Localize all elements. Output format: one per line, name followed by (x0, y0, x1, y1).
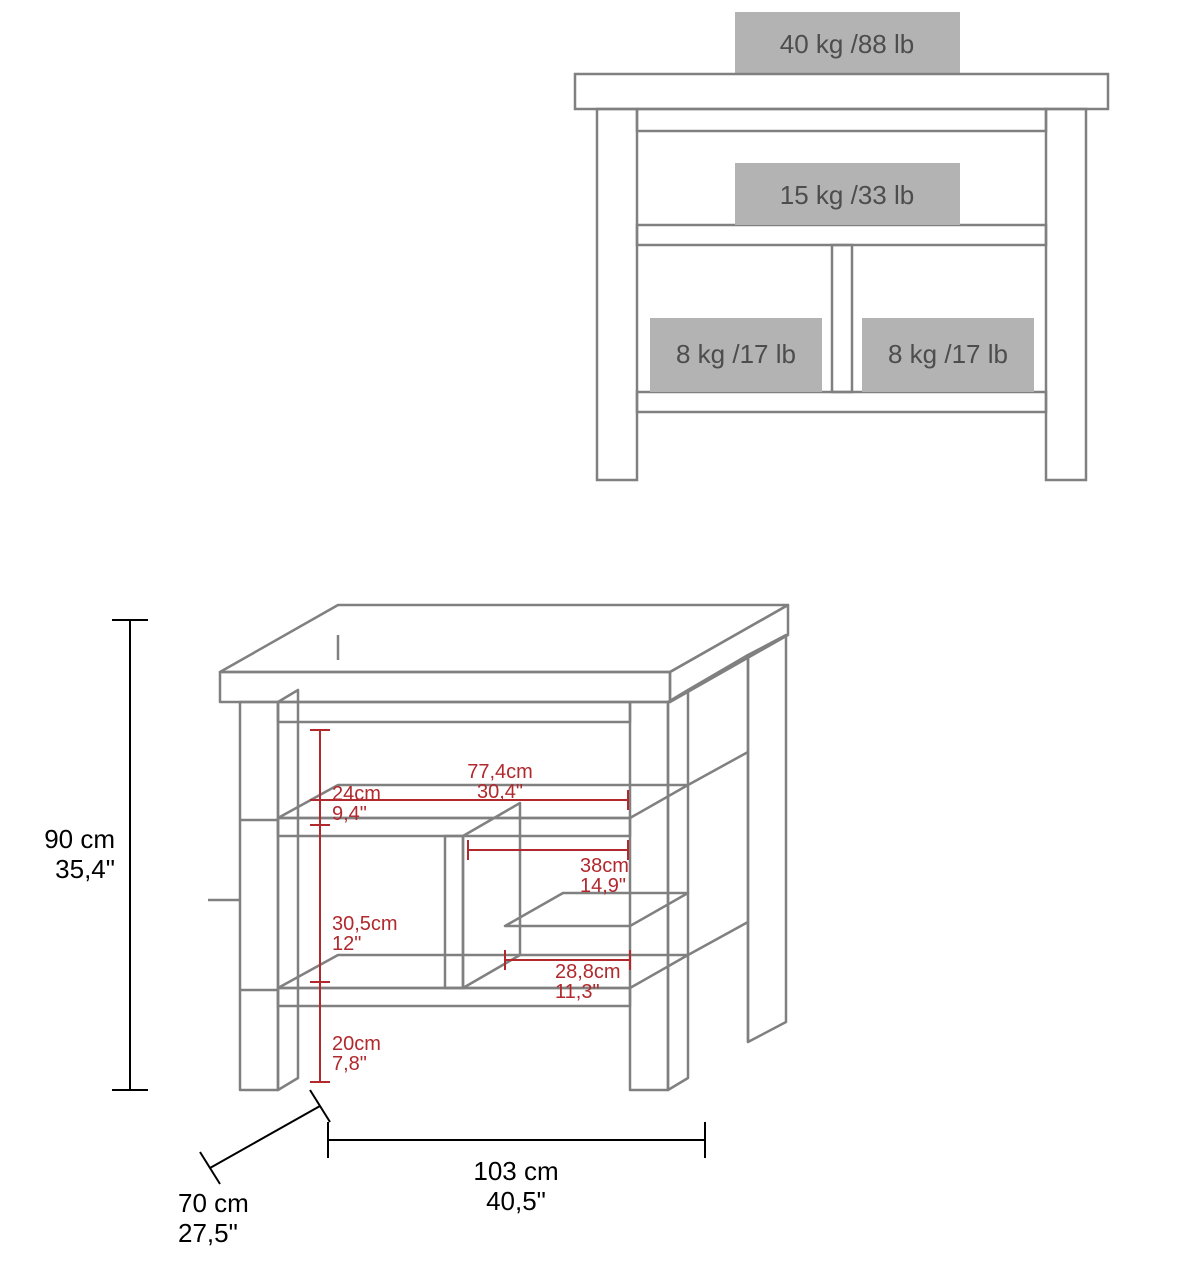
weight-label-top: 40 kg /88 lb (780, 29, 914, 59)
dim-height-in: 35,4" (55, 854, 115, 884)
dim-lower-h-in: 12" (332, 933, 361, 955)
dim-width-cm: 103 cm (473, 1156, 558, 1186)
isometric-view (208, 605, 788, 1090)
dim-lower-h-cm: 30,5cm (332, 913, 398, 935)
front-view: 40 kg /88 lb 15 kg /33 lb 8 kg /17 lb 8 … (575, 12, 1108, 480)
dim-leg-in: 7,8" (332, 1053, 367, 1075)
dim-cubby-w-in: 14,9" (580, 875, 626, 897)
dim-leg-cm: 20cm (332, 1033, 381, 1055)
dim-depth-cm: 70 cm (178, 1188, 249, 1218)
dim-shelf-w-in: 30,4" (477, 781, 523, 803)
weight-label-shelf: 15 kg /33 lb (780, 180, 914, 210)
weight-label-right: 8 kg /17 lb (888, 339, 1008, 369)
diagram-canvas: 40 kg /88 lb 15 kg /33 lb 8 kg /17 lb 8 … (0, 0, 1200, 1269)
weight-label-left: 8 kg /17 lb (676, 339, 796, 369)
dim-cubby-shelf-in: 11,3" (555, 981, 600, 1003)
dim-cubby-w-cm: 38cm (580, 855, 629, 877)
inner-dimensions: 77,4cm 30,4" 24cm 9,4" 30,5cm 12" 20cm 7… (310, 730, 630, 1082)
dim-cubby-shelf-cm: 28,8cm (555, 961, 621, 983)
dim-depth-in: 27,5" (178, 1218, 238, 1248)
dim-width-in: 40,5" (486, 1186, 546, 1216)
dim-shelf-h-cm: 24cm (332, 783, 381, 805)
dim-height-cm: 90 cm (44, 824, 115, 854)
dim-shelf-h-in: 9,4" (332, 803, 367, 825)
dim-shelf-w-cm: 77,4cm (467, 761, 533, 783)
